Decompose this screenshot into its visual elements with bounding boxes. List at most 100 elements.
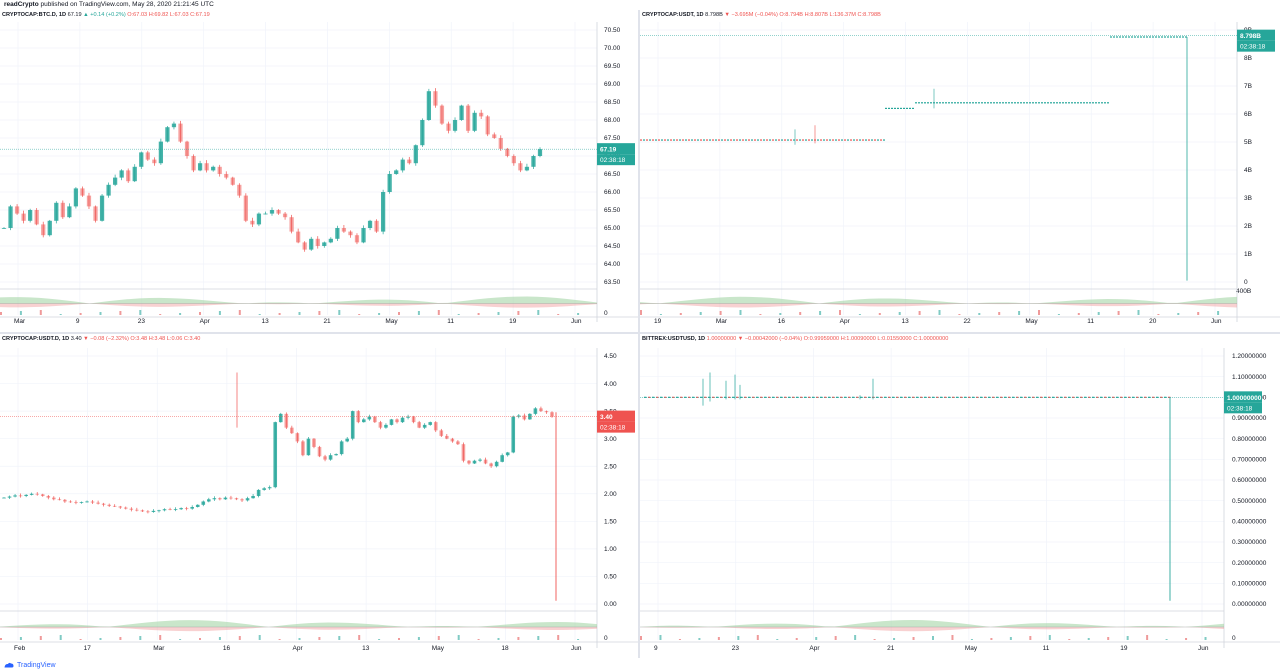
candle (223, 497, 228, 500)
chart-canvas[interactable]: 1.20000000 1.10000000 1.00000000 0.90000000… (640, 334, 1280, 658)
candle (309, 238, 314, 250)
candle (1012, 396, 1015, 398)
panel-divider-horizontal[interactable] (0, 332, 1280, 334)
candle (234, 498, 239, 500)
candle (407, 159, 412, 164)
candle (1134, 36, 1136, 38)
candle (1047, 102, 1049, 104)
candle (1076, 396, 1079, 398)
candle (1040, 396, 1043, 398)
candle (781, 139, 783, 141)
candle (736, 139, 738, 141)
symbol-label[interactable]: CRYPTOCAP:BTC.D, 1D (2, 12, 67, 18)
symbol-label[interactable]: BITTREX:USDTUSD, 1D (642, 336, 706, 342)
volume-bar (278, 639, 281, 640)
candle (173, 509, 178, 511)
candle (712, 139, 714, 141)
candle (724, 396, 727, 398)
chart-panel-usdt-dominance[interactable]: CRYPTOCAP:USDT.D, 1D 3.40 ▼ −0.08 (−2.32… (0, 334, 638, 658)
candle (505, 452, 510, 456)
candle (1122, 36, 1124, 38)
x-tick-label: 20 (1149, 318, 1157, 325)
candle (190, 507, 195, 509)
volume-bar (958, 314, 961, 315)
candle (808, 396, 811, 398)
chart-canvas[interactable]: 4.504.003.503.002.502.001.501.000.500.00… (0, 334, 638, 658)
candle (439, 430, 444, 436)
candle (1148, 396, 1151, 398)
candle (670, 139, 672, 141)
candle (676, 396, 679, 398)
candle (649, 139, 651, 141)
countdown-label: 02:38:18 (600, 425, 626, 432)
candle (328, 238, 333, 243)
candle (874, 139, 876, 141)
candle (802, 139, 804, 141)
candle (63, 499, 67, 502)
x-tick-label: 11 (1087, 318, 1094, 325)
countdown-bg (1237, 40, 1275, 52)
candle (1004, 396, 1007, 398)
candle (945, 102, 947, 104)
candle (278, 413, 283, 423)
candle (877, 139, 879, 141)
candle (972, 102, 974, 104)
candle (35, 493, 40, 495)
y-tick-label: 66.50 (604, 171, 621, 178)
volume-bar (878, 313, 881, 315)
candle (178, 123, 183, 142)
candle (841, 139, 843, 141)
x-tick-label: 13 (902, 318, 910, 325)
candle (780, 396, 783, 398)
y-tick-label: 70.50 (604, 27, 621, 34)
chart-panel-usdtusd[interactable]: BITTREX:USDTUSD, 1D 1.00000000 ▼ −0.0004… (640, 334, 1280, 658)
candle (531, 156, 536, 167)
candle (1164, 36, 1166, 38)
volume-bar (0, 638, 2, 640)
low-value: L:0.06 (166, 336, 183, 342)
chart-panel-usdt-marketcap[interactable]: CRYPTOCAP:USDT, 1D 8.798B ▼ −3.695M (−0.… (640, 10, 1280, 332)
candle (1060, 396, 1063, 398)
candle (1112, 396, 1115, 398)
x-tick-label: 16 (778, 318, 786, 325)
symbol-label[interactable]: CRYPTOCAP:USDT, 1D (642, 12, 704, 18)
candle (816, 396, 819, 398)
chart-panel-btc-dominance[interactable]: CRYPTOCAP:BTC.D, 1D 67.19 ▲ +0.14 (+0.2%… (0, 10, 638, 332)
candle (732, 396, 735, 398)
candle (129, 508, 134, 510)
volume-bar (756, 635, 759, 640)
candle (290, 427, 294, 434)
candle (348, 231, 353, 236)
candle (1044, 396, 1047, 398)
brand-label[interactable]: TradingView (17, 661, 56, 669)
candle (1179, 36, 1181, 38)
volume-bar (218, 311, 221, 315)
author-name[interactable]: readCrypto (4, 1, 39, 8)
chart-canvas[interactable]: 9B8B7B6B5B4B3B2B1B0400B19Mar16Apr1322May… (640, 10, 1280, 332)
candle (433, 91, 438, 106)
candle (211, 166, 216, 171)
candle (14, 206, 20, 214)
candle (1152, 396, 1155, 398)
candle (838, 139, 840, 141)
candle (413, 145, 418, 164)
candle (680, 396, 683, 398)
candle (728, 396, 731, 398)
candle (1173, 36, 1175, 38)
candle (152, 159, 157, 164)
volume-bar (938, 310, 941, 315)
candle (856, 396, 859, 398)
y-tick-label: 4B (1244, 167, 1252, 174)
last-value: 67.19 (67, 12, 82, 18)
candle (1167, 36, 1169, 38)
candle (151, 510, 156, 512)
candle (373, 416, 377, 423)
y-tick-label: 0.50 (604, 574, 617, 581)
change-value: 1.00000000 (706, 336, 737, 342)
symbol-label[interactable]: CRYPTOCAP:USDT.D, 1D (2, 336, 70, 342)
candle (207, 499, 211, 502)
candle (850, 139, 852, 141)
candle (118, 506, 123, 508)
panel-divider-vertical[interactable] (638, 10, 640, 658)
chart-canvas[interactable]: 70.5070.0069.5069.0068.5068.0067.5067.00… (0, 10, 638, 332)
